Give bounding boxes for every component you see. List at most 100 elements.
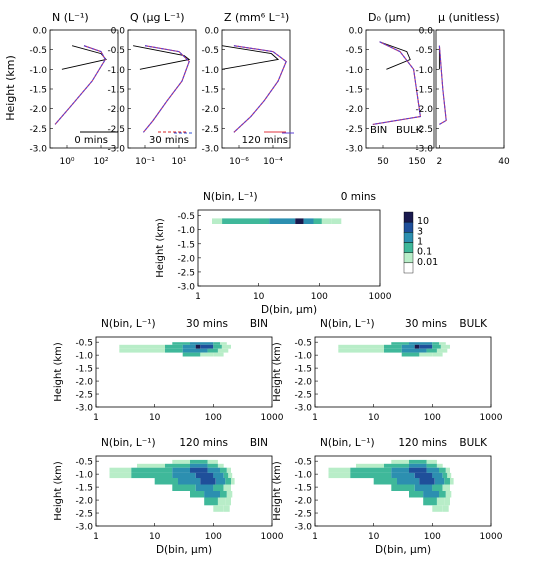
- legend-bin: BIN: [370, 125, 387, 136]
- profile-panel-4: μ (unitless) 0.0 -0.5 -1.0 -1.5 -2.0 -2.5 -3.0 2…: [415, 11, 510, 167]
- colorbar-label: 0.1: [417, 247, 432, 258]
- y-tick-label: -2.5: [294, 391, 312, 401]
- heatmap-cell: [131, 472, 173, 479]
- profile-line: [438, 45, 447, 125]
- heatmap-cell: [182, 348, 208, 353]
- x-tick-label: 10⁻⁴: [263, 157, 283, 167]
- time-label-0mins: 0 mins: [74, 135, 108, 146]
- profile-annotations: 0 mins 30 mins 120 mins BIN BULK: [74, 125, 422, 146]
- y-tick-label: -0.5: [29, 46, 47, 56]
- heatmap-cell: [223, 505, 230, 512]
- heatmap-cell: [172, 484, 196, 491]
- heatmap-cell: [414, 484, 433, 491]
- y-tick-label: -2.5: [107, 125, 125, 135]
- y-tick-label: -1.5: [201, 86, 219, 96]
- y-tick-label: -0.5: [201, 46, 219, 56]
- heatmap-time: 120 mins: [179, 437, 228, 449]
- heatmap-cell: [131, 467, 173, 473]
- heatmap-panel-3: N(bin, L⁻¹) 120 mins BIN -0.5 -1.0 -1.5 -2.0 -2…: [53, 437, 284, 556]
- heatmap-ylabel: Height (km): [53, 342, 64, 402]
- heatmap-cell: [391, 472, 415, 479]
- y-tick-label: -2.0: [107, 105, 125, 115]
- y-tick-label: -2.0: [294, 497, 312, 507]
- profile-line: [142, 45, 190, 133]
- heatmap-cell: [442, 472, 448, 479]
- y-tick-label: -0.5: [75, 458, 93, 468]
- heatmap-cell: [225, 497, 231, 506]
- y-tick-label: -1.5: [29, 86, 47, 96]
- x-tick-label: 1000: [480, 413, 503, 423]
- heatmap-type: BULK: [459, 437, 488, 449]
- heatmap-cell: [391, 342, 409, 345]
- heatmap-cell: [190, 491, 205, 498]
- heatmap-cell: [172, 472, 196, 479]
- heatmap-cell: [207, 459, 218, 464]
- heatmap-cell: [213, 484, 224, 491]
- heatmap-cell: [215, 478, 226, 485]
- heatmap-cell: [109, 472, 132, 479]
- heatmap-cell: [432, 342, 439, 345]
- x-tick-label: 10⁻¹: [135, 157, 155, 167]
- heatmap-cell: [391, 484, 415, 491]
- heatmap-cell: [154, 478, 178, 485]
- heatmap-time: 30 mins: [186, 318, 228, 330]
- colorbar-swatch: [403, 232, 414, 243]
- x-tick-label: 50: [377, 157, 389, 167]
- heatmap-cell: [213, 352, 224, 357]
- heatmap-cell: [204, 491, 220, 498]
- heatmap-cell: [190, 459, 208, 464]
- colorbar-swatch: [403, 252, 414, 264]
- heatmap-cell: [200, 352, 214, 357]
- y-tick-label: -2.5: [294, 510, 312, 520]
- y-tick-label: -0.5: [107, 46, 125, 56]
- heatmap-cell: [432, 344, 441, 349]
- heatmap-cell: [409, 491, 424, 498]
- y-tick-label: -3.0: [201, 145, 219, 155]
- heatmap-frame: [95, 455, 273, 527]
- heatmap-cell: [165, 348, 183, 353]
- y-tick-label: -2.0: [29, 105, 47, 115]
- heatmap-time: 30 mins: [405, 318, 447, 330]
- heatmap-cell: [401, 348, 427, 353]
- x-tick-label: 40: [498, 157, 510, 167]
- heatmap-type: BIN: [250, 437, 268, 449]
- x-tick-label: 10¹: [171, 157, 186, 167]
- heatmap-cell: [313, 218, 322, 224]
- colorbar-label: 3: [417, 226, 423, 237]
- y-tick-label: -2.0: [177, 254, 195, 264]
- profile-line: [61, 45, 107, 70]
- heatmap-cell: [409, 342, 433, 345]
- heatmap-cell: [445, 491, 452, 498]
- heatmap-cell: [426, 467, 439, 473]
- heatmap-cell: [137, 463, 165, 468]
- heatmap-cell: [328, 467, 351, 473]
- profile-line: [221, 45, 280, 70]
- profile-line: [379, 41, 411, 70]
- heatmap-cell: [442, 484, 450, 491]
- heatmap-cell: [225, 478, 231, 485]
- heatmap-cell: [444, 497, 450, 506]
- x-tick-label: 1: [93, 413, 99, 423]
- heatmap-frame: [314, 455, 492, 527]
- heatmap-cell: [432, 505, 443, 512]
- profile-line: [372, 41, 422, 125]
- colorbar-label: 1: [417, 237, 423, 248]
- x-tick-label: 1000: [480, 532, 503, 542]
- heatmap-frame: [314, 336, 492, 408]
- colorbar-swatch: [403, 221, 414, 233]
- y-tick-label: -1.5: [107, 86, 125, 96]
- heatmap-cell: [213, 344, 222, 349]
- heatmap-cell: [356, 463, 384, 468]
- heatmap-cell: [432, 484, 443, 491]
- heatmap-xlabel: D(bin, μm): [375, 544, 431, 556]
- heatmap-cell: [328, 472, 351, 479]
- x-tick-label: 150: [408, 157, 425, 167]
- profile-line: [54, 45, 106, 125]
- heatmap-cell: [426, 348, 437, 353]
- y-tick-label: -0.5: [294, 458, 312, 468]
- x-tick-label: 10⁰: [59, 157, 74, 167]
- heatmap-cell: [419, 352, 433, 357]
- profile-line: [233, 45, 287, 133]
- heatmap-cell: [231, 478, 235, 485]
- heatmap-cell: [226, 491, 233, 498]
